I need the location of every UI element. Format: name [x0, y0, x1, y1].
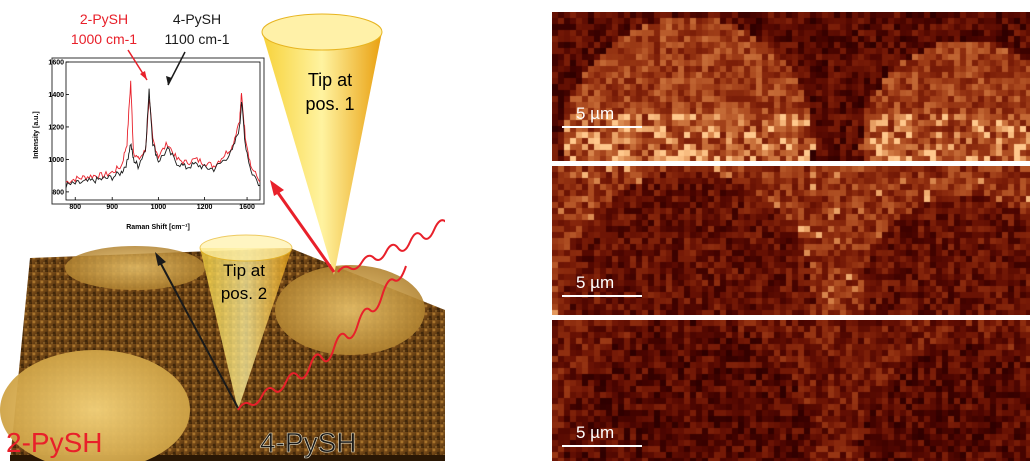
x-axis-label: Raman Shift [cm⁻¹] — [126, 224, 190, 231]
y-axis-label: Intensity [a.u.] — [33, 111, 40, 158]
afm-island-bottom-left — [0, 350, 190, 466]
plot-frame — [65, 61, 261, 201]
y-tick-label: 800 — [52, 189, 64, 196]
tip-pos1-line2: pos. 1 — [305, 94, 354, 114]
raman-maps-column: 5 µm 5 µm 5 µm — [552, 12, 1030, 461]
region-label-4pysh: 4-PySH — [260, 427, 356, 458]
scale-bar-label: 5 µm — [576, 423, 615, 442]
raman-map-3: 5 µm — [552, 320, 1030, 461]
tip-enhanced-raman-illustration: 800 1000 1200 1400 1600 800 900 1000 1200 1600 In… — [0, 11, 447, 466]
x-tick-label: 1000 — [151, 204, 167, 211]
afm-island-top-left — [65, 246, 205, 290]
afm-island-right — [275, 265, 425, 355]
raman-map-1: 5 µm — [552, 12, 1030, 161]
scale-bar — [562, 295, 642, 297]
scale-bar-label: 5 µm — [576, 104, 615, 123]
x-tick-label: 800 — [69, 204, 81, 211]
tip-cone-pos2 — [200, 248, 292, 410]
scale-bar — [562, 126, 642, 128]
x-tick-label: 1600 — [239, 204, 255, 211]
scale-bar-label: 5 µm — [576, 273, 615, 292]
y-tick-label: 1600 — [48, 60, 64, 67]
x-tick-label: 900 — [106, 204, 118, 211]
annotation-4pysh-name: 4-PySH — [173, 11, 221, 27]
arrow-red-scatter — [274, 189, 336, 273]
spectrum-series-black — [65, 88, 261, 189]
annotation-2pysh-peak: 1000 cm-1 — [71, 31, 137, 47]
annotation-4pysh-peak: 1100 cm-1 — [164, 31, 229, 47]
tip-pos2-line1: Tip at — [223, 261, 265, 280]
raman-map-2: 5 µm — [552, 166, 1030, 315]
y-tick-label: 1000 — [48, 157, 64, 164]
tip-pos2-line2: pos. 2 — [221, 284, 267, 303]
y-tick-label: 1200 — [48, 124, 64, 131]
x-tick-label: 1200 — [197, 204, 213, 211]
annotation-2pysh-name: 2-PySH — [80, 11, 128, 27]
tip-pos1-line1: Tip at — [308, 70, 352, 90]
arrow-black-scatter — [159, 261, 239, 409]
left-figure: 800 1000 1200 1400 1600 800 900 1000 1200 1600 In… — [0, 0, 447, 466]
raman-spectrum-inset: 800 1000 1200 1400 1600 800 900 1000 1200 1600 In… — [33, 57, 265, 231]
scale-bar — [562, 445, 642, 447]
tip-cone-pos1 — [262, 32, 382, 275]
laser-wave-incoming-upper — [337, 219, 447, 273]
region-label-2pysh: 2-PySH — [6, 427, 102, 458]
laser-wave-incoming-lower — [237, 265, 407, 411]
y-tick-label: 1400 — [48, 92, 64, 99]
